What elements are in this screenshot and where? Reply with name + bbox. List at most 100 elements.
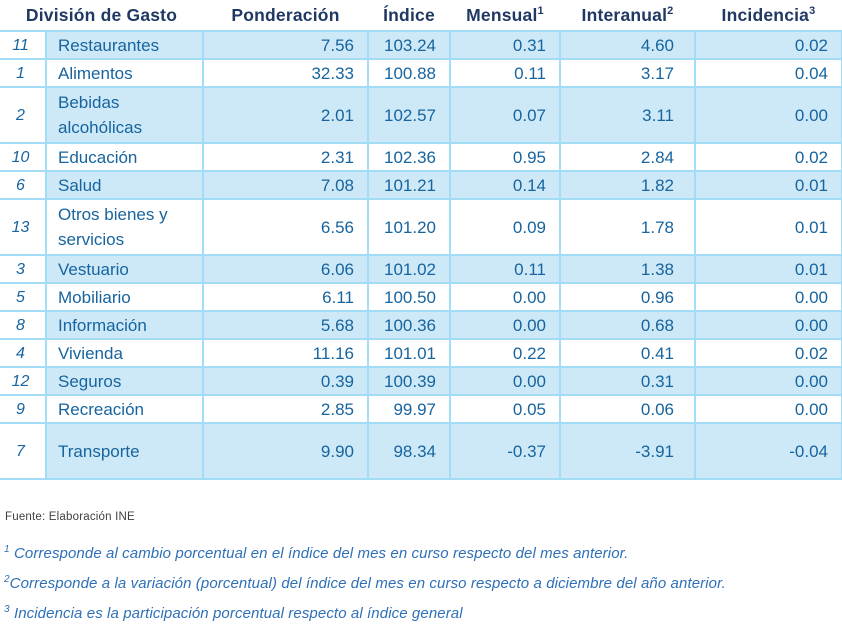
row-number: 9 (0, 395, 46, 424)
cell-interanual: 0.31 (559, 367, 695, 396)
cell-interanual: 0.68 (559, 311, 695, 340)
cell-incidencia: 0.02 (694, 31, 842, 60)
cell-ponderacion: 7.56 (202, 31, 368, 60)
cell-incidencia: 0.01 (694, 171, 842, 200)
row-number: 8 (0, 311, 46, 340)
cell-ponderacion: 5.68 (202, 311, 368, 340)
cell-division: Alimentos (45, 59, 203, 88)
cell-indice: 101.02 (367, 255, 450, 284)
cell-indice: 100.36 (367, 311, 450, 340)
cell-mensual: 0.00 (449, 367, 560, 396)
footnote-text: Corresponde al cambio porcentual en el í… (9, 545, 629, 562)
cell-indice: 101.20 (367, 199, 450, 256)
footnote-incidencia: 3 Incidencia es la participación porcent… (4, 604, 842, 622)
table-row-salud: 6 Salud 7.08 101.21 0.14 1.82 0.01 (0, 171, 842, 200)
table-row-bebidas-alcoholicas: 2 Bebidas alcohólicas 2.01 102.57 0.07 3… (0, 87, 842, 144)
cell-ponderacion: 11.16 (202, 339, 368, 368)
row-number: 11 (0, 31, 46, 60)
table-row-recreacion: 9 Recreación 2.85 99.97 0.05 0.06 0.00 (0, 395, 842, 424)
header-ponderacion: Ponderación (203, 0, 368, 32)
footnote-text: Incidencia es la participación porcentua… (9, 605, 463, 622)
cell-mensual: 0.07 (449, 87, 560, 144)
cell-indice: 102.57 (367, 87, 450, 144)
table-row-transporte: 7 Transporte 9.90 98.34 -0.37 -3.91 -0.0… (0, 423, 842, 480)
cell-interanual: 1.38 (559, 255, 695, 284)
cell-division: Vestuario (45, 255, 203, 284)
cell-interanual: 1.82 (559, 171, 695, 200)
cell-division: Seguros (45, 367, 203, 396)
cell-mensual: -0.37 (449, 423, 560, 480)
cell-indice: 100.88 (367, 59, 450, 88)
footnote-interanual: 2Corresponde a la variación (porcentual)… (4, 574, 842, 592)
cell-indice: 100.39 (367, 367, 450, 396)
footnote-mensual: 1 Corresponde al cambio porcentual en el… (4, 544, 842, 562)
cell-ponderacion: 2.01 (202, 87, 368, 144)
cell-mensual: 0.95 (449, 143, 560, 172)
cell-indice: 100.50 (367, 283, 450, 312)
cell-division: Restaurantes (45, 31, 203, 60)
cell-interanual: -3.91 (559, 423, 695, 480)
cell-interanual: 0.41 (559, 339, 695, 368)
footnote-marker: 2 (4, 574, 10, 585)
cell-incidencia: 0.02 (694, 143, 842, 172)
cell-division: Mobiliario (45, 283, 203, 312)
table-row-vivienda: 4 Vivienda 11.16 101.01 0.22 0.41 0.02 (0, 339, 842, 368)
cell-indice: 101.21 (367, 171, 450, 200)
footnote-marker: 1 (4, 544, 10, 555)
table-row-otros-bienes-y-servicios: 13 Otros bienes y servicios 6.56 101.20 … (0, 199, 842, 256)
cell-indice: 102.36 (367, 143, 450, 172)
cell-indice: 99.97 (367, 395, 450, 424)
footnotes: 1 Corresponde al cambio porcentual en el… (4, 544, 842, 622)
footnote-text: Corresponde a la variación (porcentual) … (9, 575, 726, 592)
cell-mensual: 0.11 (449, 59, 560, 88)
header-mensual: Mensual1 (450, 0, 560, 32)
cell-interanual: 3.11 (559, 87, 695, 144)
cell-incidencia: 0.04 (694, 59, 842, 88)
cell-ponderacion: 32.33 (202, 59, 368, 88)
source-note: Fuente: Elaboración INE (5, 511, 135, 523)
cell-division: Vivienda (45, 339, 203, 368)
cell-ponderacion: 6.56 (202, 199, 368, 256)
cell-ponderacion: 6.11 (202, 283, 368, 312)
cell-interanual: 3.17 (559, 59, 695, 88)
cell-ponderacion: 2.31 (202, 143, 368, 172)
cell-incidencia: 0.01 (694, 255, 842, 284)
table-body: 11 Restaurantes 7.56 103.24 0.31 4.60 0.… (0, 31, 842, 480)
cell-interanual: 0.96 (559, 283, 695, 312)
cell-division: Recreación (45, 395, 203, 424)
cell-indice: 103.24 (367, 31, 450, 60)
table-row-restaurantes: 11 Restaurantes 7.56 103.24 0.31 4.60 0.… (0, 31, 842, 60)
cell-ponderacion: 0.39 (202, 367, 368, 396)
cell-incidencia: 0.01 (694, 199, 842, 256)
cell-incidencia: -0.04 (694, 423, 842, 480)
cell-mensual: 0.14 (449, 171, 560, 200)
cell-incidencia: 0.00 (694, 367, 842, 396)
cell-ponderacion: 7.08 (202, 171, 368, 200)
cell-ponderacion: 9.90 (202, 423, 368, 480)
row-number: 13 (0, 199, 46, 256)
table-header: División de Gasto Ponderación Índice Men… (0, 0, 842, 32)
cell-incidencia: 0.00 (694, 311, 842, 340)
cell-division: Otros bienes y servicios (45, 199, 203, 256)
incidencia-footnote-marker: 3 (809, 4, 816, 17)
cell-interanual: 2.84 (559, 143, 695, 172)
interanual-footnote-marker: 2 (667, 4, 674, 17)
cell-division: Salud (45, 171, 203, 200)
row-number: 4 (0, 339, 46, 368)
cell-ponderacion: 2.85 (202, 395, 368, 424)
cell-incidencia: 0.00 (694, 395, 842, 424)
row-number: 5 (0, 283, 46, 312)
table-row-vestuario: 3 Vestuario 6.06 101.02 0.11 1.38 0.01 (0, 255, 842, 284)
cell-interanual: 0.06 (559, 395, 695, 424)
cell-interanual: 4.60 (559, 31, 695, 60)
cell-mensual: 0.00 (449, 311, 560, 340)
cell-interanual: 1.78 (559, 199, 695, 256)
cell-mensual: 0.31 (449, 31, 560, 60)
cell-ponderacion: 6.06 (202, 255, 368, 284)
cell-indice: 101.01 (367, 339, 450, 368)
cell-mensual: 0.11 (449, 255, 560, 284)
table-row-seguros: 12 Seguros 0.39 100.39 0.00 0.31 0.00 (0, 367, 842, 396)
row-number: 7 (0, 423, 46, 480)
cell-division: Bebidas alcohólicas (45, 87, 203, 144)
